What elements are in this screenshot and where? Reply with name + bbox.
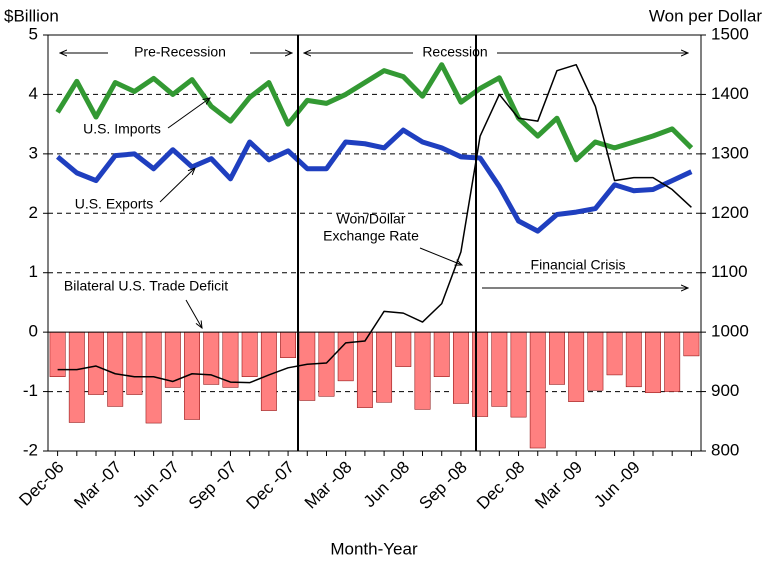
x-tick-label: Jun -07 xyxy=(129,458,183,512)
y2-tick-label: 800 xyxy=(711,440,739,459)
y-tick-label: 4 xyxy=(29,84,38,103)
bar xyxy=(452,331,469,404)
annotation: Bilateral U.S. Trade Deficit xyxy=(64,278,228,294)
x-tick-label: Dec-06 xyxy=(15,458,67,510)
bar xyxy=(376,331,393,403)
bar xyxy=(683,331,700,357)
y2-tick-label: 900 xyxy=(711,381,739,400)
bar xyxy=(299,331,316,401)
annotation: Financial Crisis xyxy=(531,257,626,273)
bar xyxy=(472,331,489,417)
plot-area: -2 -1 0 1 2 3 4 5 800 900 1000 1100 1200 1300 1400 1500… xyxy=(15,24,748,513)
y-axis-label: $Billion xyxy=(4,6,59,25)
annotation: Recession xyxy=(422,44,487,60)
bar xyxy=(587,331,604,391)
y-tick-label: -1 xyxy=(23,381,38,400)
bar xyxy=(280,331,297,358)
bar xyxy=(510,331,527,418)
x-tick-label: Mar -09 xyxy=(531,458,586,513)
bar xyxy=(433,331,450,377)
bar xyxy=(318,331,335,397)
y2-tick-label: 1100 xyxy=(711,262,748,281)
y-tick-label: 5 xyxy=(29,24,38,43)
bar xyxy=(568,331,585,402)
line xyxy=(56,127,693,234)
y-tick-label: 3 xyxy=(29,143,38,162)
line xyxy=(57,63,692,384)
bar xyxy=(68,331,85,423)
bar xyxy=(645,331,661,394)
x-tick-label: Sep -08 xyxy=(415,458,471,514)
y2-tick-label: 1000 xyxy=(711,322,749,341)
bar xyxy=(664,331,681,392)
y2-tick-label: 1400 xyxy=(711,84,749,103)
x-tick-label: Mar -07 xyxy=(70,458,125,513)
line xyxy=(55,62,694,163)
arrow xyxy=(159,168,195,203)
bar xyxy=(395,331,412,367)
y-tick-label: 2 xyxy=(29,203,38,222)
bar xyxy=(625,331,642,388)
y2-tick-label: 1500 xyxy=(711,24,749,43)
bar xyxy=(414,331,431,410)
bar xyxy=(222,331,239,388)
y2-tick-label: 1200 xyxy=(711,203,749,222)
x-tick-label: Dec -07 xyxy=(243,458,299,514)
annotation: U.S. Exports xyxy=(75,196,154,212)
y2-axis-label: Won per Dollar xyxy=(649,6,762,25)
x-axis-label: Month-Year xyxy=(330,539,418,558)
arrow xyxy=(167,98,210,129)
bar xyxy=(107,331,124,407)
bar xyxy=(356,331,373,408)
bar xyxy=(126,331,143,395)
plot-frame xyxy=(47,34,702,452)
x-tick-label: Dec -08 xyxy=(473,458,529,514)
annotation: Won/Dollar xyxy=(337,211,406,227)
bar xyxy=(606,331,623,376)
arrow xyxy=(419,247,462,265)
y-tick-label: -2 xyxy=(23,440,38,459)
x-tick-label: Jun -09 xyxy=(590,458,644,512)
x-tick-label: Mar -08 xyxy=(301,458,356,513)
annotation: U.S. Imports xyxy=(83,121,161,137)
y2-tick-label: 1300 xyxy=(711,143,749,162)
y-tick-label: 1 xyxy=(29,262,38,281)
annotation: Exchange Rate xyxy=(323,228,419,244)
y-tick-label: 0 xyxy=(29,322,38,341)
bar xyxy=(529,331,546,449)
bar xyxy=(491,331,508,407)
bar xyxy=(241,331,258,377)
arrow xyxy=(185,299,202,328)
bar xyxy=(88,331,104,395)
bar xyxy=(549,331,565,385)
x-tick-label: Sep -07 xyxy=(185,458,241,514)
bar xyxy=(260,331,277,411)
annotation: Pre-Recession xyxy=(134,44,226,60)
bar xyxy=(337,331,354,382)
x-tick-label: Jun -08 xyxy=(360,458,414,512)
annotations: Pre-Recession Recession U.S. Imports U.S… xyxy=(60,35,688,451)
